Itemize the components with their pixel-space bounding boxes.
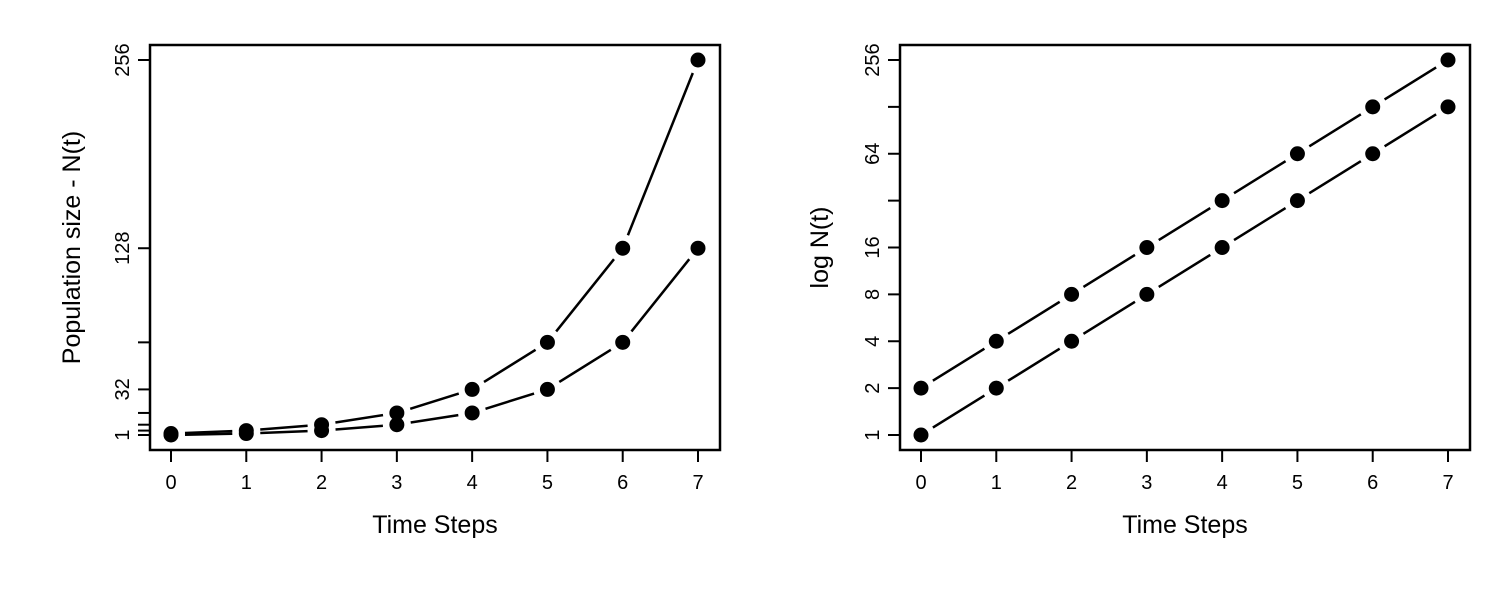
- series-2-point: [690, 240, 706, 256]
- x-tick-label: 5: [542, 472, 553, 494]
- series-2-point: [1064, 333, 1080, 349]
- series-1-segment: [409, 392, 460, 410]
- series-2-point: [464, 405, 480, 421]
- plot-frame: [148, 43, 722, 452]
- series-2-point: [314, 423, 330, 439]
- y-axis-title: Population size - N(t): [58, 131, 86, 364]
- series-2-point: [1214, 240, 1230, 255]
- series-1-segment: [335, 413, 384, 424]
- y-tick-label: 8: [862, 289, 884, 300]
- series-2-point: [1139, 286, 1155, 302]
- series-2-point: [615, 334, 631, 350]
- x-tick-label: 6: [1367, 472, 1378, 494]
- series-2-segment: [1082, 300, 1136, 335]
- series-1-point: [615, 240, 631, 256]
- x-tick-label: 7: [692, 472, 703, 494]
- series-2-point: [1365, 146, 1381, 162]
- series-2-segment: [1007, 347, 1061, 382]
- x-tick-label: 3: [1141, 472, 1152, 494]
- x-axis-title: Time Steps: [1122, 511, 1248, 539]
- x-tick-label: 3: [391, 472, 402, 494]
- y-tick-label: 256: [862, 43, 884, 76]
- x-tick-label: 4: [467, 472, 478, 494]
- series-2-segment: [558, 348, 612, 384]
- series-2-segment: [485, 392, 535, 410]
- series-1-segment: [626, 72, 694, 236]
- series-2-segment: [410, 413, 459, 424]
- x-tick-label: 4: [1217, 472, 1228, 494]
- series-2-segment: [1233, 206, 1287, 242]
- series-2-point: [539, 381, 555, 397]
- series-2-point: [238, 426, 254, 442]
- series-1-segment: [1158, 206, 1211, 242]
- y-tick-label: 128: [112, 232, 134, 265]
- series-1-point: [1289, 146, 1305, 162]
- series-1-segment: [1082, 253, 1136, 289]
- x-axis-title: Time Steps: [372, 511, 498, 539]
- series-1-segment: [1233, 160, 1287, 195]
- series-1-point: [1064, 286, 1080, 302]
- series-2-segment: [630, 258, 691, 333]
- series-2-point: [1289, 193, 1305, 209]
- plot-frame: [898, 43, 1472, 452]
- series-2-point: [913, 427, 929, 443]
- series-1-point: [913, 380, 929, 396]
- series-1-point: [1139, 240, 1155, 255]
- y-tick-label: 4: [862, 336, 884, 347]
- series-1-segment: [483, 348, 537, 384]
- chart-panel-linear: 0 1 2 3 4 5 6 7 1 32 128 256 Time Steps Population si…: [58, 43, 722, 539]
- x-tick-label: 1: [991, 472, 1002, 494]
- y-tick-label: 16: [862, 236, 884, 258]
- series-2-segment: [1158, 253, 1211, 289]
- series-1-point: [1440, 52, 1456, 68]
- y-tick-label: 1: [112, 429, 134, 440]
- x-tick-label: 6: [617, 472, 628, 494]
- series-2-segment: [260, 429, 308, 435]
- series-1-point: [1365, 99, 1381, 115]
- series-2-segment: [184, 432, 233, 436]
- series-2-point: [988, 380, 1004, 396]
- x-tick-label: 7: [1442, 472, 1453, 494]
- chart-panel-log: 0 1 2 3 4 5 6 7 1 2 4 8 16 64 256 Time Steps log N(t): [806, 43, 1472, 539]
- series-1-segment: [1007, 300, 1061, 335]
- series-2-point: [163, 427, 179, 443]
- series-2-segment: [932, 394, 986, 429]
- x-tick-label: 0: [915, 472, 926, 494]
- series-2-point: [389, 417, 405, 433]
- x-tick-label: 2: [316, 472, 327, 494]
- series-2-segment: [1383, 113, 1437, 148]
- y-tick-label: 1: [862, 429, 884, 440]
- series-2-segment: [335, 424, 383, 431]
- series-1-point: [690, 52, 706, 68]
- x-tick-label: 2: [1066, 472, 1077, 494]
- series-1-segment: [932, 347, 986, 382]
- series-2-point: [1440, 99, 1456, 115]
- x-tick-label: 5: [1292, 472, 1303, 494]
- x-tick-label: 1: [241, 472, 252, 494]
- series-1-segment: [555, 258, 615, 333]
- series-1-point: [389, 405, 405, 421]
- y-tick-label: 64: [862, 143, 884, 165]
- y-tick-label: 256: [112, 43, 134, 76]
- series-1-segment: [1308, 113, 1362, 148]
- series-1-point: [1214, 193, 1230, 209]
- series-1-point: [464, 381, 480, 397]
- y-axis-title: log N(t): [806, 207, 834, 289]
- series-1-point: [988, 333, 1004, 349]
- series-1-segment: [1383, 66, 1437, 101]
- series-1-segment: [184, 429, 233, 435]
- y-tick-label: 2: [862, 383, 884, 394]
- series-1-segment: [260, 424, 308, 431]
- y-tick-label: 32: [112, 378, 134, 400]
- series-1-point: [539, 334, 555, 350]
- x-tick-label: 0: [165, 472, 176, 494]
- series-2-segment: [1308, 160, 1362, 195]
